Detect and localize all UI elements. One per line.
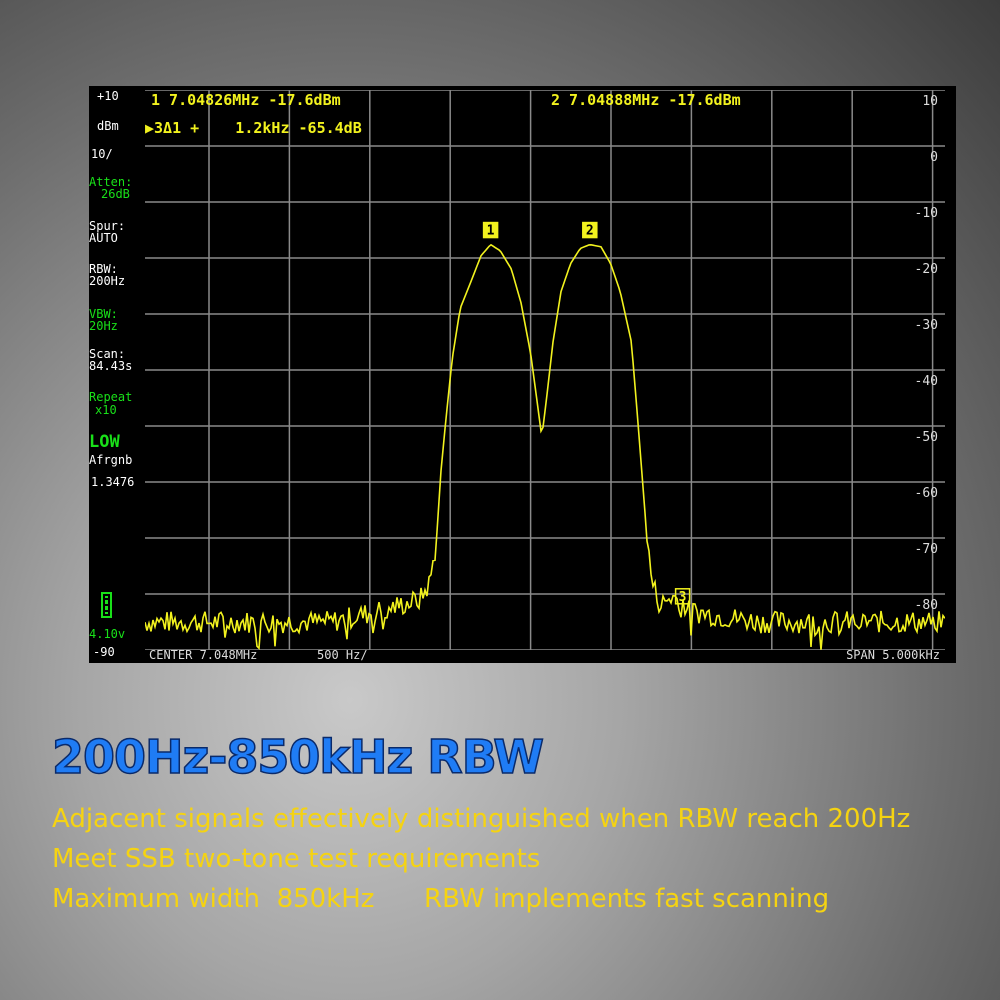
center-frequency: CENTER 7.048MHz: [149, 648, 258, 662]
atten-value: 26dB: [101, 187, 130, 201]
rbw-label: RBW:: [89, 262, 118, 276]
marker2-readout: 2 7.04888MHz -17.6dBm: [551, 91, 741, 109]
repeat-label: Repeat: [89, 390, 133, 404]
y-tick-label: -50: [914, 430, 938, 445]
marker-2-flag: [582, 221, 598, 239]
vbw-label: VBW:: [89, 307, 118, 321]
scan-value: 84.43s: [89, 359, 133, 373]
per-division: 500 Hz/: [317, 648, 368, 662]
y-tick-label: -40: [914, 374, 938, 389]
caption-line-3: Maximum width 850kHz RBW implements fast…: [52, 884, 830, 914]
y-tick-label: -60: [914, 486, 938, 501]
bottom-level: -90: [93, 645, 115, 659]
battery-voltage: 4.10v: [89, 627, 126, 641]
y-tick-label: -10: [914, 206, 938, 221]
y-tick-label: -80: [914, 598, 938, 613]
battery-icon: [101, 592, 112, 618]
y-tick-label: 0: [930, 150, 938, 165]
marker1-readout: 1 7.04826MHz -17.6dBm: [151, 91, 341, 109]
mode-sub: Afrgnb: [89, 453, 133, 467]
marker-2-label: 2: [586, 224, 594, 239]
rbw-value: 200Hz: [89, 274, 126, 288]
marker-3-label: 3: [679, 590, 687, 605]
spur-label: Spur:: [89, 219, 126, 233]
repeat-value: x10: [95, 403, 117, 417]
marker-3-flag: [674, 588, 691, 605]
y-tick-label: -30: [914, 318, 938, 333]
caption-line-2: Meet SSB two-tone test requirements: [52, 844, 541, 874]
unit-label: dBm: [97, 119, 119, 133]
spectrum-plot: 1 2 3: [145, 90, 945, 650]
delta-readout: ▶3Δ1 + 1.2kHz -65.4dB: [145, 119, 362, 137]
caption-line-1: Adjacent signals effectively distinguish…: [52, 804, 911, 834]
ref-level: +10: [97, 89, 119, 103]
vbw-value: 20Hz: [89, 319, 118, 333]
mode-label: LOW: [89, 432, 120, 452]
spectrum-trace: [145, 243, 945, 650]
scan-label: Scan:: [89, 347, 126, 361]
y-tick-label: -20: [914, 262, 938, 277]
y-tick-label: -70: [914, 542, 938, 557]
headline: 200Hz-850kHz RBW: [51, 729, 545, 785]
marker-1-label: 1: [487, 224, 495, 239]
marker-1-flag: [482, 221, 499, 239]
spur-value: AUTO: [89, 231, 118, 245]
scale-label: 10/: [91, 147, 113, 161]
y-tick-label: 10: [922, 94, 938, 109]
span: SPAN 5.000kHz: [846, 648, 940, 662]
atten-label: Atten:: [89, 175, 133, 189]
analyzer-screen: +10 dBm 10/ Atten: 26dB Spur: AUTO RBW: …: [89, 86, 956, 663]
mode-value: 1.3476: [91, 475, 135, 489]
